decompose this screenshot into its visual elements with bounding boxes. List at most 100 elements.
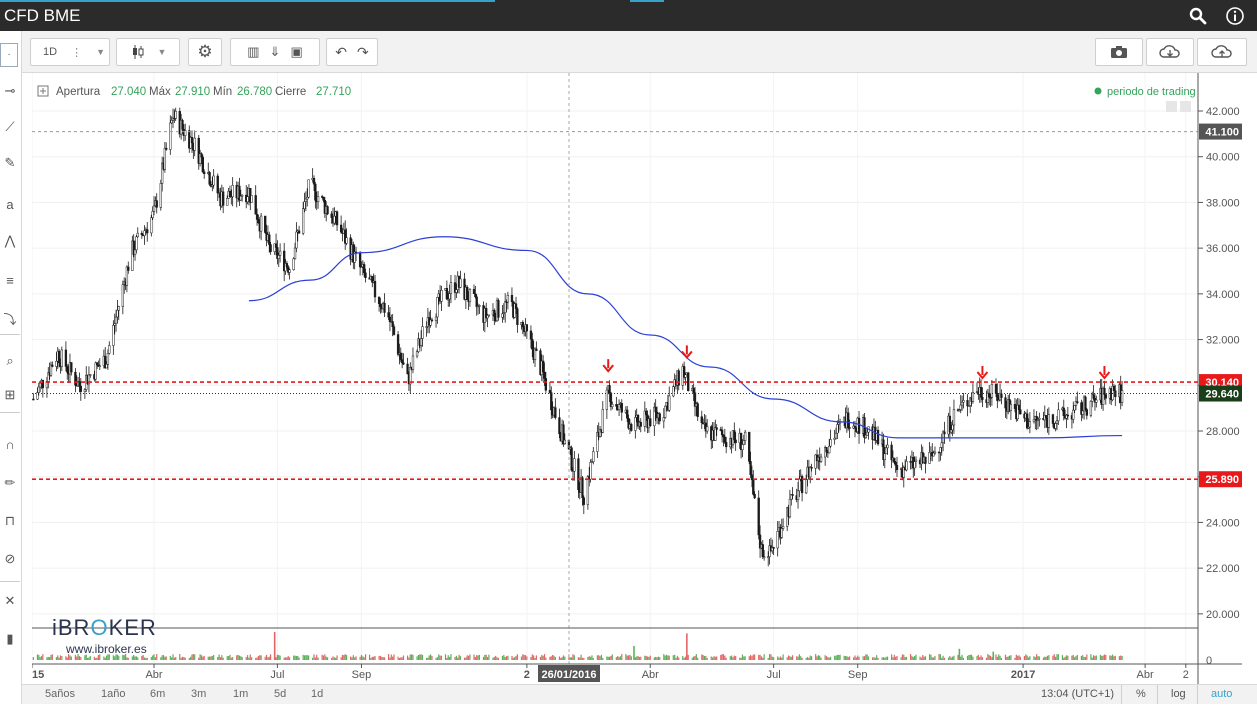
volume-spike [958, 648, 961, 660]
volume-bar [610, 655, 612, 660]
dropdown-dot-icon: · [7, 49, 11, 60]
range-1m[interactable]: 1m [233, 688, 249, 700]
volume-bar [789, 656, 791, 660]
volume-bar [636, 656, 638, 660]
volume-bar [957, 654, 959, 660]
volume-bar [463, 657, 466, 660]
volume-bar [305, 655, 307, 660]
volume-bar [276, 654, 279, 660]
undo-redo-group[interactable]: ↶ ↷ [326, 38, 378, 66]
info-button[interactable] [1220, 1, 1250, 31]
candle-body [1080, 402, 1083, 415]
scroll-left-button[interactable] [1166, 101, 1177, 112]
volume-bar [1038, 656, 1040, 660]
range-6m[interactable]: 6m [150, 688, 166, 700]
candle-body [981, 397, 984, 400]
scroll-right-button[interactable] [1180, 101, 1191, 112]
range-1y[interactable]: 1año [101, 688, 126, 700]
brush-icon[interactable]: ✎ [4, 155, 16, 170]
percent-toggle[interactable]: % [1136, 688, 1146, 700]
clock-timezone[interactable]: 13:04 (UTC+1) [1041, 688, 1115, 700]
volume-bar [912, 657, 914, 660]
volume-bar [1099, 654, 1101, 660]
price-tick-label: 22.000 [1206, 563, 1240, 575]
candle-body [653, 406, 656, 427]
range-3m[interactable]: 3m [191, 688, 207, 700]
volume-bar [941, 657, 943, 660]
candle-body [32, 398, 35, 401]
volume-bar [587, 656, 589, 660]
more-vertical-icon: ⋮ [71, 46, 83, 59]
cloud-upload-button[interactable] [1197, 38, 1247, 66]
trend-line-icon[interactable]: ⟋ [5, 119, 15, 134]
auto-toggle[interactable]: auto [1211, 688, 1233, 700]
settings-button[interactable]: ⚙ [188, 38, 222, 66]
price-chart[interactable]: 20.00022.00024.00026.00028.00030.00032.0… [32, 73, 1242, 685]
volume-bar [331, 657, 333, 660]
magnet-icon[interactable]: ∩ [5, 437, 15, 452]
candle-body [106, 353, 110, 365]
search-button[interactable] [1183, 1, 1213, 31]
interval-selector[interactable]: 1D ⋮ ▼ [30, 38, 110, 66]
range-5y[interactable]: 5años [45, 688, 75, 700]
down-arrow-icon [1098, 371, 1111, 380]
volume-bar [827, 657, 829, 660]
pencil-icon[interactable]: ✏ [4, 475, 16, 490]
candle-body [448, 293, 451, 300]
line-tool-icon[interactable]: ⊸ [4, 83, 16, 98]
text-tool-icon[interactable]: a [6, 197, 14, 212]
range-1d[interactable]: 1d [311, 688, 324, 700]
volume-bar [665, 654, 668, 660]
tools-icon[interactable]: ✕ [4, 593, 16, 608]
candle-body [586, 476, 590, 505]
candle-body [943, 431, 946, 435]
candle-body [848, 427, 851, 429]
legend-expand-icon[interactable] [37, 85, 49, 97]
hide-drawings-icon[interactable]: ⊘ [4, 551, 16, 566]
volume-bar [572, 654, 574, 660]
volume-bar [778, 657, 780, 660]
volume-bar [485, 654, 487, 660]
range-5d[interactable]: 5d [274, 688, 287, 700]
snapshot-button[interactable] [1095, 38, 1143, 66]
log-toggle[interactable]: log [1171, 688, 1186, 700]
volume-bar [57, 655, 59, 660]
measure-icon[interactable]: ⊞ [4, 387, 16, 402]
candle-body [1089, 400, 1093, 416]
candle-body [734, 439, 737, 444]
chart-style-selector[interactable]: ▼ [116, 38, 180, 66]
indicators-group[interactable]: ▥ ⇓ ▣ [230, 38, 320, 66]
cloud-download-button[interactable] [1146, 38, 1194, 66]
volume-bar [862, 656, 864, 660]
volume-bar [933, 657, 935, 660]
lock-icon[interactable]: ⊓ [4, 513, 16, 528]
projection-icon[interactable]: ⤵ [3, 312, 17, 327]
pattern-tool-icon[interactable]: ⋀ [4, 233, 16, 248]
moving-average-line [248, 236, 1123, 439]
cursor-tool[interactable]: · [0, 43, 18, 67]
candle-body [440, 290, 443, 302]
volume-bar [123, 655, 125, 660]
zoom-icon[interactable]: ⌕ [6, 353, 14, 368]
chevron-down-icon: ▼ [157, 47, 167, 57]
candle-body [714, 427, 717, 441]
candle-body [307, 179, 310, 198]
candle-body [885, 447, 888, 455]
volume-bar [1027, 657, 1030, 660]
volume-bar [1091, 657, 1093, 660]
trash-icon[interactable]: ▮ [6, 631, 14, 646]
volume-bar [646, 656, 649, 660]
candle-body [814, 454, 817, 469]
candle-body [582, 497, 585, 505]
fibonacci-icon[interactable]: ≡ [6, 273, 14, 288]
volume-bar [400, 657, 402, 660]
volume-bar [1105, 654, 1107, 660]
volume-bar [314, 657, 316, 660]
volume-bar [488, 654, 490, 660]
candle-body [543, 371, 546, 379]
volume-bar [816, 656, 818, 660]
candle-body [472, 288, 476, 295]
volume-bar [447, 655, 449, 660]
volume-bar [588, 656, 590, 660]
title-bar: CFD BME [0, 0, 1257, 31]
